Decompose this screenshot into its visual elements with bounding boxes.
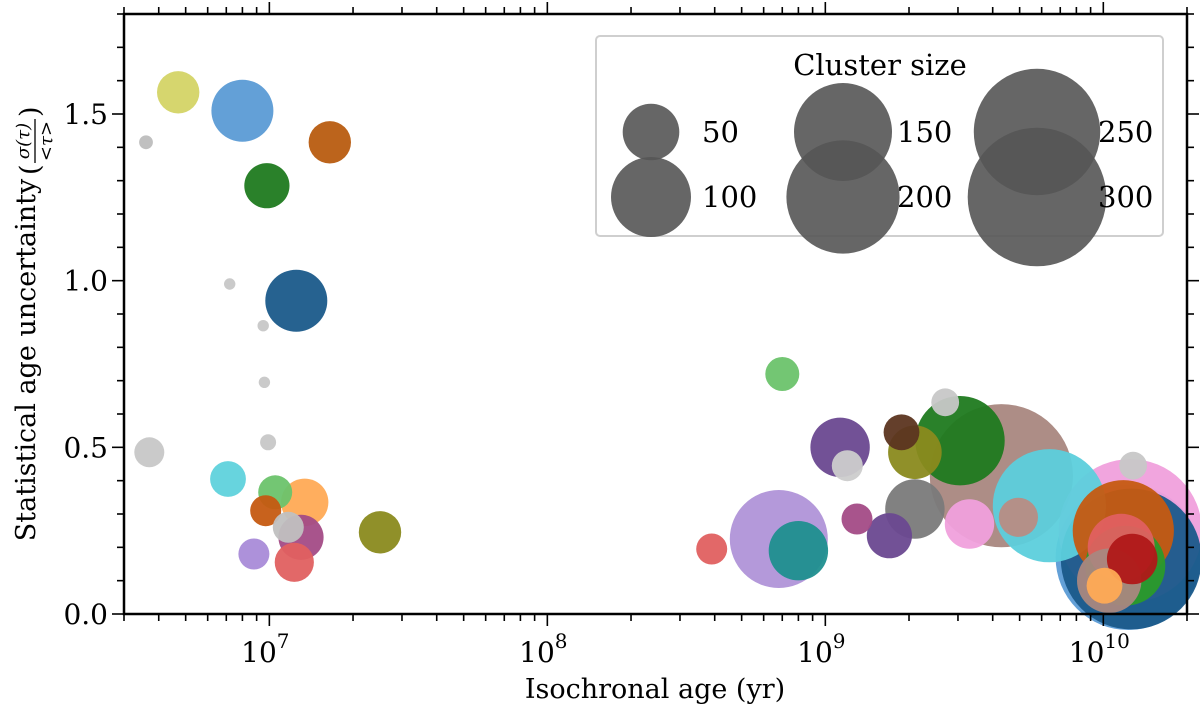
data-point bbox=[224, 278, 236, 290]
y-tick-label: 1.0 bbox=[63, 265, 108, 298]
legend-label: 100 bbox=[702, 180, 757, 214]
data-point bbox=[210, 461, 246, 497]
data-point bbox=[250, 495, 282, 527]
y-tick-label: 0.5 bbox=[63, 431, 108, 464]
y-axis-title-text: Statistical age uncertainty bbox=[11, 178, 42, 541]
data-point bbox=[238, 538, 270, 570]
data-point bbox=[257, 320, 269, 332]
data-point bbox=[265, 269, 328, 332]
y-title-paren-close: ) bbox=[15, 106, 46, 117]
y-tick-label: 0.0 bbox=[63, 598, 108, 631]
y-axis-title: Statistical age uncertainty ( σ(τ) <τ>) bbox=[11, 106, 57, 541]
data-point bbox=[765, 357, 800, 391]
data-point bbox=[998, 497, 1038, 537]
legend-label: 300 bbox=[1098, 180, 1153, 214]
data-point bbox=[1119, 451, 1147, 480]
data-point bbox=[260, 434, 277, 451]
x-axis-title: Isochronal age (yr) bbox=[525, 674, 785, 705]
data-point bbox=[1106, 533, 1158, 585]
y-title-denominator: <τ> bbox=[36, 121, 57, 161]
data-point bbox=[944, 499, 995, 549]
legend-marker bbox=[611, 157, 691, 237]
data-point bbox=[866, 513, 913, 559]
data-point bbox=[134, 437, 165, 468]
legend-title: Cluster size bbox=[793, 48, 967, 82]
x-tick-label: 1010 bbox=[1069, 629, 1130, 669]
y-tick-label: 1.5 bbox=[63, 98, 108, 131]
data-point bbox=[272, 511, 304, 543]
y-title-paren-open: ( bbox=[15, 164, 46, 175]
legend-label: 50 bbox=[702, 115, 739, 149]
data-point bbox=[139, 135, 153, 150]
data-point bbox=[157, 71, 200, 114]
data-point bbox=[1086, 567, 1123, 604]
legend-label: 150 bbox=[897, 115, 952, 149]
data-point bbox=[768, 521, 829, 581]
x-tick-label: 109 bbox=[797, 629, 845, 669]
data-point bbox=[211, 79, 274, 142]
data-point bbox=[883, 414, 920, 451]
size-legend: Cluster size 50 100 150 200 250 300 bbox=[595, 35, 1164, 267]
y-title-numerator: σ(τ) bbox=[13, 123, 34, 159]
data-point bbox=[831, 450, 863, 482]
legend-marker bbox=[786, 140, 900, 254]
data-points-layer bbox=[134, 71, 1200, 630]
data-point bbox=[931, 388, 960, 417]
x-tick-label: 108 bbox=[519, 629, 567, 669]
data-point bbox=[841, 503, 873, 535]
data-point bbox=[308, 121, 351, 164]
legend-label: 200 bbox=[897, 180, 952, 214]
data-point bbox=[244, 163, 290, 209]
data-point bbox=[696, 533, 728, 565]
data-point bbox=[274, 542, 314, 582]
legend-label: 250 bbox=[1098, 115, 1153, 149]
data-point bbox=[358, 511, 402, 554]
legend-marker bbox=[622, 103, 680, 161]
legend-marker bbox=[967, 127, 1107, 267]
data-point bbox=[258, 376, 271, 388]
x-tick-label: 107 bbox=[241, 629, 289, 669]
